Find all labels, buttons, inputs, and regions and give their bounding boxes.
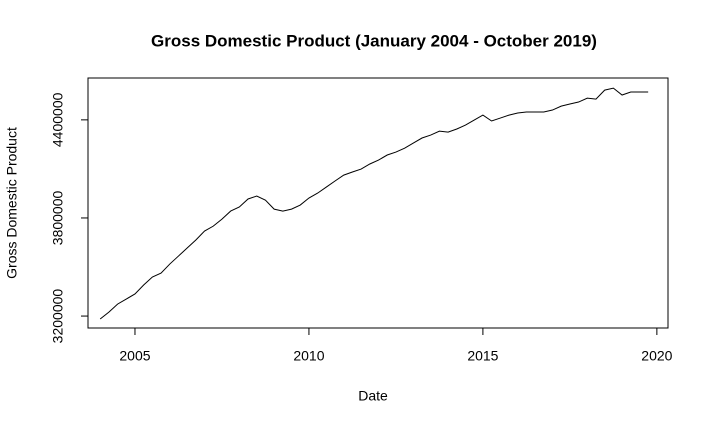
- y-tick-label: 3200000: [50, 289, 66, 344]
- x-tick-label: 2015: [467, 348, 498, 364]
- x-tick-label: 2020: [641, 348, 672, 364]
- y-axis-label: Gross Domestic Product: [4, 127, 20, 279]
- y-tick-label: 3800000: [50, 191, 66, 246]
- x-tick-label: 2010: [293, 348, 324, 364]
- x-tick-label: 2005: [119, 348, 150, 364]
- plot-frame: [87, 77, 669, 329]
- y-tick-label: 4400000: [50, 92, 66, 147]
- chart-title: Gross Domestic Product (January 2004 - O…: [151, 31, 597, 50]
- x-axis-label: Date: [358, 388, 388, 404]
- data-line: [99, 87, 649, 320]
